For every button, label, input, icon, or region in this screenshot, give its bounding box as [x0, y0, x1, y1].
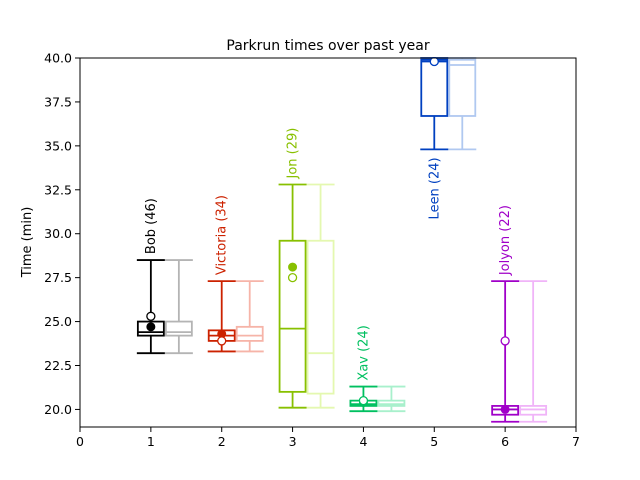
axes: 0 1 2 3 4 5 6 7 20.0 22.5 25.0 27.5 30.0 32.5 35.0 37.5…: [44, 51, 580, 450]
series-2-light-box: [235, 325, 264, 342]
y-tick-label-37.5: 37.5: [44, 94, 72, 109]
y-tick-label-22.5: 22.5: [44, 358, 72, 373]
series-2-label: Victoria (34): [215, 195, 230, 275]
series-3-dark-box: [278, 239, 307, 393]
x-tick-label-3: 3: [289, 434, 297, 449]
series-1-dark-open-point: [146, 311, 156, 321]
y-tick-label-27.5: 27.5: [44, 270, 72, 285]
series-5-label: Leen (24): [427, 157, 442, 219]
x-tick-label-7: 7: [572, 434, 580, 449]
chart-title: Parkrun times over past year: [226, 38, 429, 54]
y-tick-label-35.0: 35.0: [44, 138, 72, 153]
series-3-light-box: [306, 239, 335, 395]
plot-area: Bob (46) Victoria (34) Jon (29) Xav (24) Lee…: [136, 57, 548, 423]
series-1-dark-box: [136, 320, 165, 337]
series-3-label: Jon (29): [286, 128, 301, 180]
series-5-light-box: [448, 58, 477, 117]
x-tick-label-0: 0: [76, 434, 84, 449]
x-tick-label-4: 4: [359, 434, 367, 449]
series-4-dark-open-point: [358, 395, 369, 406]
y-tick-label-32.5: 32.5: [44, 182, 72, 197]
series-3-dark-mean-point: [288, 262, 298, 272]
series-6-dark-open-point: [500, 336, 510, 346]
series-1-label: Bob (46): [144, 198, 159, 254]
plot-content: [136, 57, 548, 423]
y-tick-label-20.0: 20.0: [44, 402, 72, 417]
series-3-dark-open-point: [287, 272, 298, 283]
x-tick-label-6: 6: [501, 434, 509, 449]
series-6-dark-mean-point: [500, 404, 510, 414]
y-tick-label-40.0: 40.0: [44, 51, 72, 66]
series-6-label: Jolyon (22): [498, 205, 513, 276]
x-tick-label-2: 2: [218, 434, 226, 449]
series-4-label: Xav (24): [356, 325, 371, 380]
series-2-dark-open-point: [217, 336, 227, 346]
plot-frame: [79, 57, 577, 428]
x-tick-label-5: 5: [430, 434, 438, 449]
series-1-light-box: [164, 320, 193, 337]
y-tick-label-30.0: 30.0: [44, 226, 72, 241]
y-tick-label-25.0: 25.0: [44, 314, 72, 329]
x-tick-label-1: 1: [147, 434, 155, 449]
series-5-dark-open-point: [429, 57, 439, 67]
series-1-dark-mean-point: [146, 322, 156, 332]
y-axis-label: Time (min): [20, 207, 35, 279]
